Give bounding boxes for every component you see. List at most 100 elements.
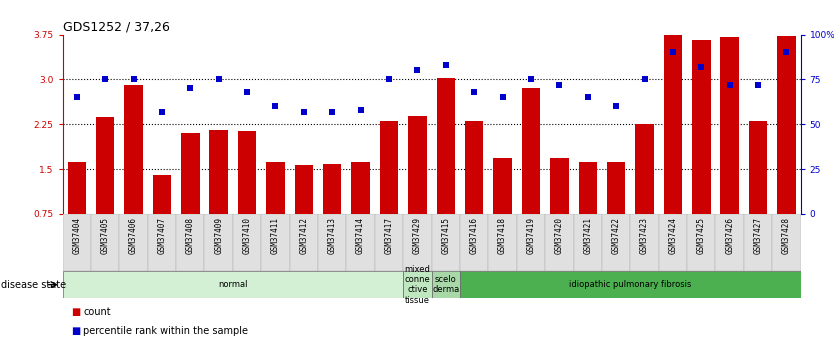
Bar <box>68 162 86 214</box>
Bar <box>323 164 341 214</box>
Point <box>496 95 510 100</box>
Text: ■: ■ <box>71 326 80 336</box>
Bar <box>209 130 228 214</box>
Point <box>240 89 254 95</box>
Bar <box>574 214 602 271</box>
Bar <box>181 133 199 214</box>
Bar <box>602 214 631 271</box>
Text: GSM37408: GSM37408 <box>186 217 195 254</box>
Point <box>525 77 538 82</box>
Bar <box>550 158 569 214</box>
Point <box>581 95 595 100</box>
Text: GSM37426: GSM37426 <box>726 217 734 254</box>
Text: GSM37417: GSM37417 <box>384 217 394 254</box>
Text: GSM37420: GSM37420 <box>555 217 564 254</box>
Text: GSM37422: GSM37422 <box>611 217 620 254</box>
Bar <box>238 131 256 214</box>
Point <box>70 95 83 100</box>
Bar <box>721 38 739 214</box>
Bar <box>489 214 517 271</box>
Point <box>127 77 140 82</box>
Bar <box>176 214 204 271</box>
Text: GSM37419: GSM37419 <box>526 217 535 254</box>
Bar <box>261 214 289 271</box>
Text: GSM37427: GSM37427 <box>754 217 762 254</box>
Bar <box>517 214 545 271</box>
Bar <box>687 214 716 271</box>
Bar <box>716 214 744 271</box>
Text: GSM37414: GSM37414 <box>356 217 365 254</box>
Bar <box>631 214 659 271</box>
Bar <box>379 121 399 214</box>
Text: GSM37423: GSM37423 <box>640 217 649 254</box>
Point <box>723 82 736 88</box>
Text: GDS1252 / 37,26: GDS1252 / 37,26 <box>63 20 169 33</box>
Point <box>440 62 453 68</box>
Text: GSM37413: GSM37413 <box>328 217 337 254</box>
Bar <box>408 116 427 214</box>
Bar <box>374 214 403 271</box>
Point <box>155 109 168 115</box>
Bar <box>351 162 369 214</box>
Text: disease state: disease state <box>1 280 66 289</box>
Point <box>354 107 367 112</box>
Bar <box>403 214 432 271</box>
Point <box>269 104 282 109</box>
Bar <box>124 85 143 214</box>
Bar <box>119 214 148 271</box>
Point <box>780 50 793 55</box>
Bar <box>460 271 801 298</box>
Bar <box>403 271 432 298</box>
Text: GSM37410: GSM37410 <box>243 217 252 254</box>
Text: GSM37415: GSM37415 <box>441 217 450 254</box>
Bar <box>777 36 796 214</box>
Bar <box>96 117 114 214</box>
Point <box>297 109 310 115</box>
Bar <box>432 214 460 271</box>
Text: scelo
derma: scelo derma <box>432 275 460 294</box>
Bar <box>233 214 261 271</box>
Text: GSM37404: GSM37404 <box>73 217 81 254</box>
Text: GSM37429: GSM37429 <box>413 217 422 254</box>
Point <box>212 77 225 82</box>
Text: ■: ■ <box>71 307 80 317</box>
Bar <box>153 175 171 214</box>
Text: GSM37428: GSM37428 <box>782 217 791 254</box>
Point <box>410 68 424 73</box>
Bar <box>607 162 626 214</box>
Bar <box>436 78 455 214</box>
Text: GSM37425: GSM37425 <box>696 217 706 254</box>
Bar <box>522 88 540 214</box>
Bar <box>148 214 176 271</box>
Bar <box>692 40 711 214</box>
Text: GSM37409: GSM37409 <box>214 217 224 254</box>
Bar <box>346 214 374 271</box>
Text: GSM37424: GSM37424 <box>668 217 677 254</box>
Text: percentile rank within the sample: percentile rank within the sample <box>83 326 249 336</box>
Bar <box>664 34 682 214</box>
Bar <box>460 214 489 271</box>
Point <box>98 77 112 82</box>
Text: GSM37406: GSM37406 <box>129 217 138 254</box>
Point <box>610 104 623 109</box>
Point <box>751 82 765 88</box>
Bar <box>465 121 484 214</box>
Bar <box>579 162 597 214</box>
Bar <box>91 214 119 271</box>
Text: GSM37416: GSM37416 <box>470 217 479 254</box>
Text: count: count <box>83 307 111 317</box>
Point <box>325 109 339 115</box>
Text: GSM37405: GSM37405 <box>101 217 109 254</box>
Text: GSM37418: GSM37418 <box>498 217 507 254</box>
Bar <box>659 214 687 271</box>
Bar <box>294 165 313 214</box>
Bar <box>494 158 512 214</box>
Bar <box>63 214 91 271</box>
Bar <box>744 214 772 271</box>
Text: GSM37421: GSM37421 <box>583 217 592 254</box>
Bar <box>204 214 233 271</box>
Point <box>638 77 651 82</box>
Bar <box>545 214 574 271</box>
Text: GSM37407: GSM37407 <box>158 217 167 254</box>
Point <box>695 64 708 70</box>
